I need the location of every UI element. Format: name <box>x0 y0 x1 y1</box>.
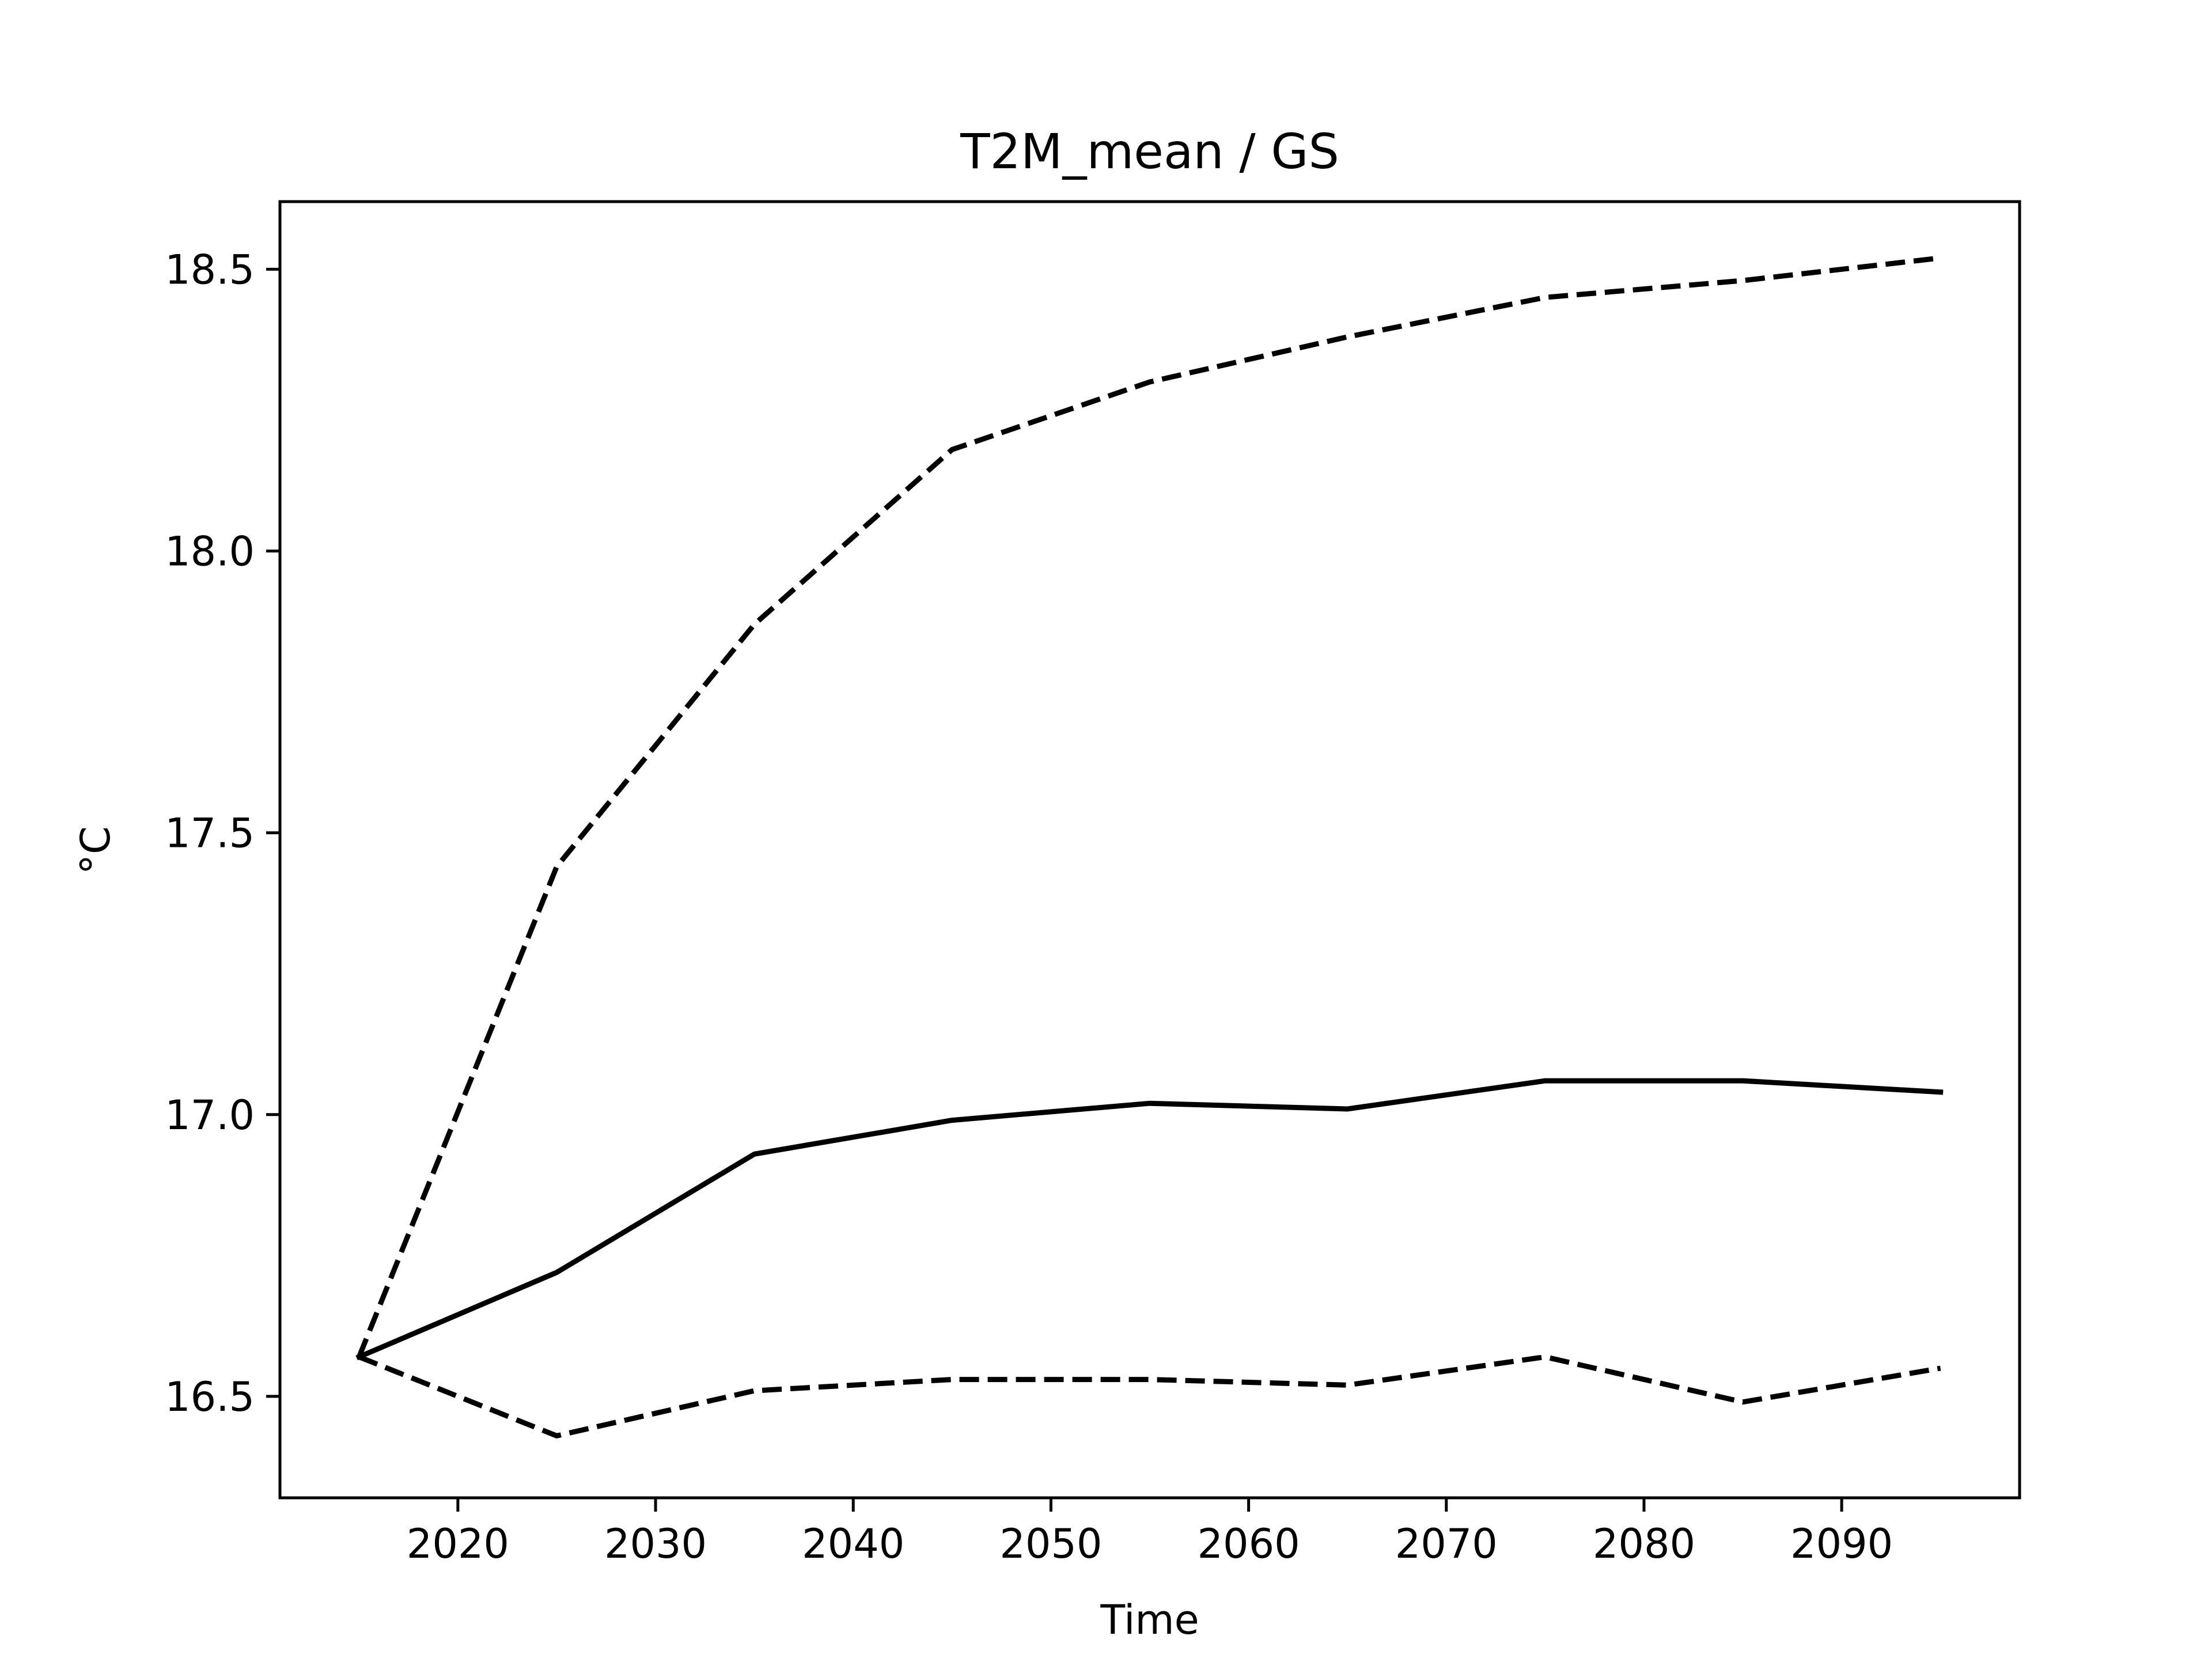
x-tick-label: 2020 <box>407 1520 509 1568</box>
plot-frame <box>278 200 2021 1500</box>
y-tick-label: 17.5 <box>165 810 255 857</box>
x-tick-label: 2090 <box>1790 1520 1893 1568</box>
chart-title: T2M_mean / GS <box>960 123 1339 180</box>
x-tick-label: 2030 <box>604 1520 707 1568</box>
x-tick-label: 2040 <box>802 1520 904 1568</box>
x-axis-ticks: 2020 2030 2040 2050 2060 2070 2080 2090 <box>407 1498 1893 1568</box>
y-axis-ticks: 16.5 17.0 17.5 18.0 18.5 <box>165 246 280 1421</box>
x-axis-label: Time <box>1100 1596 1199 1644</box>
series-line-2-dashed <box>357 255 1941 1358</box>
series-layer <box>355 255 1944 1438</box>
y-tick-label: 18.0 <box>165 528 255 576</box>
y-tick-label: 17.0 <box>165 1092 255 1139</box>
x-tick-label: 2060 <box>1198 1520 1300 1568</box>
series-line-3-dashed <box>358 1354 1941 1438</box>
series-line-1-solid <box>355 1078 1944 1361</box>
y-axis-label: °C <box>72 826 119 874</box>
x-tick-label: 2080 <box>1593 1520 1695 1568</box>
x-tick-label: 2050 <box>999 1520 1102 1568</box>
x-tick-label: 2070 <box>1395 1520 1498 1568</box>
y-tick-label: 18.5 <box>165 246 255 293</box>
y-tick-label: 16.5 <box>165 1373 255 1421</box>
